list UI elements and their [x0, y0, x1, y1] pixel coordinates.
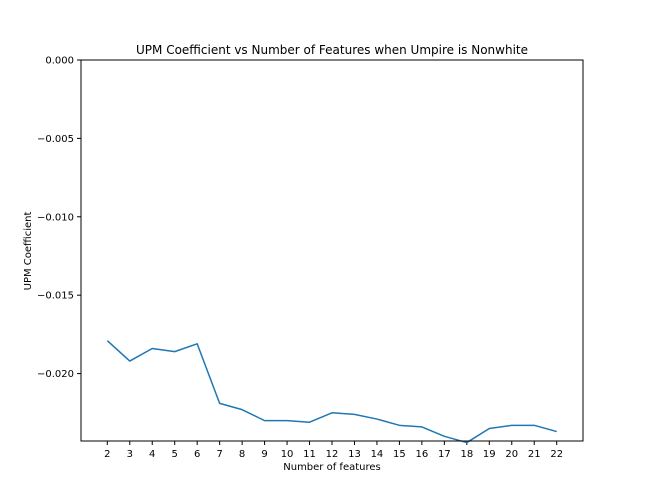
x-tick-label: 14	[371, 449, 384, 460]
x-tick-label: 9	[261, 449, 267, 460]
x-tick-label: 10	[281, 449, 294, 460]
x-tick-label: 8	[239, 449, 245, 460]
x-tick-label: 4	[149, 449, 155, 460]
y-tick-label: −0.010	[37, 212, 74, 223]
x-axis-ticks: 2 3 4 5 6 7 8 9 10 11 12 13 14 15 16 17 18 19 20 21 22	[104, 441, 563, 460]
y-tick-label: 0.000	[45, 56, 74, 67]
y-axis-ticks: 0.000 −0.005 −0.010 −0.015 −0.020	[37, 56, 81, 380]
x-tick-label: 5	[172, 449, 178, 460]
y-tick-label: −0.005	[37, 134, 74, 145]
series-layer	[106, 340, 557, 444]
x-tick-label: 2	[104, 449, 110, 460]
x-tick-label: 6	[194, 449, 200, 460]
x-tick-label: 7	[216, 449, 222, 460]
x-tick-label: 3	[127, 449, 133, 460]
series-line	[106, 340, 557, 444]
x-tick-label: 17	[438, 449, 451, 460]
x-tick-label: 11	[303, 449, 316, 460]
x-tick-label: 13	[348, 449, 361, 460]
x-tick-label: 22	[550, 449, 563, 460]
x-tick-label: 19	[483, 449, 496, 460]
x-tick-label: 12	[326, 449, 339, 460]
x-tick-label: 21	[528, 449, 541, 460]
x-axis-label: Number of features	[283, 462, 380, 473]
chart-title: UPM Coefficient vs Number of Features wh…	[136, 43, 528, 57]
y-tick-label: −0.020	[37, 369, 74, 380]
x-tick-label: 18	[460, 449, 473, 460]
x-tick-label: 15	[393, 449, 406, 460]
x-tick-label: 20	[505, 449, 518, 460]
plot-frame	[80, 59, 584, 442]
y-axis-label: UPM Coefficient	[23, 212, 34, 291]
y-tick-label: −0.015	[37, 291, 74, 302]
x-tick-label: 16	[416, 449, 429, 460]
